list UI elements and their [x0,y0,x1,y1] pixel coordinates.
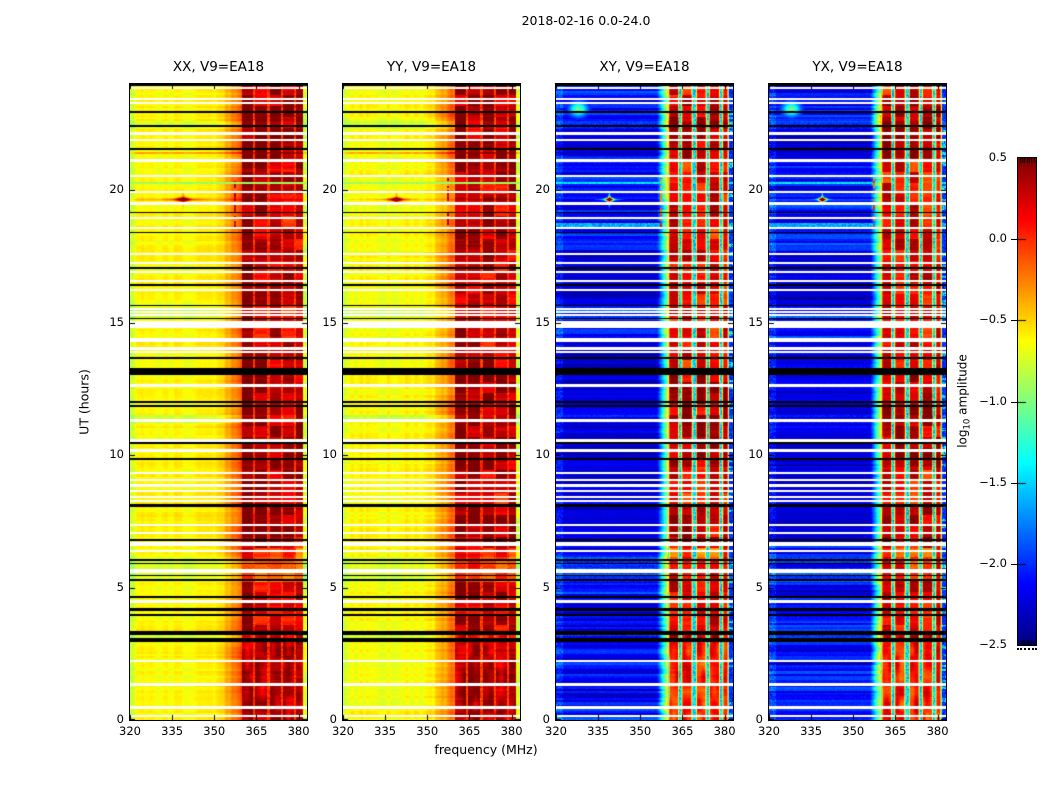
colorbar [1017,157,1037,646]
colorbar-tick-mark [1011,320,1017,321]
y-tick-label: 5 [116,579,124,594]
x-tick-label: 380 [713,724,736,738]
panel-title-xx: XX, V9=EA18 [172,59,265,75]
y-tick-label: 10 [535,447,550,461]
heatmap-panel-xx [129,83,308,721]
heatmap-canvas-yx [769,84,946,720]
colorbar-tick-label: −1.0 [979,393,1007,408]
y-tick-label: 10 [109,447,124,461]
colorbar-tick-label: 0.0 [988,231,1007,246]
x-tick-label: 350 [629,724,652,738]
x-tick-label: 380 [287,724,310,738]
y-tick-label: 5 [542,579,550,594]
x-tick-label: 380 [926,724,949,738]
colorbar-tick-label: 0.5 [988,150,1007,164]
y-tick-label: 20 [535,182,550,196]
colorbar-minor-ticks [1017,648,1037,650]
x-tick-label: 320 [545,724,567,738]
heatmap-canvas-yy [343,84,520,720]
x-tick-label: 365 [245,724,268,738]
x-tick-label: 335 [374,724,397,738]
x-tick-label: 350 [416,724,439,738]
panel-title-yy: YY, V9=EA18 [386,59,477,75]
y-tick-label: 20 [748,182,763,196]
x-tick-label: 350 [203,724,226,738]
x-axis-label: frequency (MHz) [434,742,538,757]
heatmap-canvas-xx [130,84,307,720]
colorbar-tick-mark [1011,564,1017,565]
colorbar-tick-label: −0.5 [979,312,1007,327]
colorbar-tick-mark [1011,483,1017,484]
y-tick-label: 0 [329,712,337,726]
x-tick-label: 320 [119,724,141,738]
x-tick-label: 320 [332,724,354,738]
y-tick-label: 0 [542,712,550,726]
y-tick-label: 15 [109,314,124,329]
colorbar-tick-label: −1.5 [979,474,1007,489]
y-tick-label: 10 [322,447,337,461]
x-tick-label: 335 [800,724,823,738]
y-tick-label: 10 [748,447,763,461]
x-tick-label: 365 [458,724,481,738]
heatmap-panel-xy [555,83,734,721]
y-tick-label: 15 [535,314,550,329]
colorbar-tick-label: −2.0 [979,555,1007,570]
y-tick-label: 20 [322,182,337,196]
panel-title-xy: XY, V9=EA18 [599,59,690,75]
y-tick-label: 0 [755,712,763,726]
heatmap-canvas-xy [556,84,733,720]
heatmap-panel-yy [342,83,521,721]
heatmap-panel-yx [768,83,947,721]
x-tick-label: 335 [587,724,610,738]
y-tick-label: 0 [116,712,124,726]
colorbar-tick-mark [1011,239,1017,240]
x-tick-label: 365 [671,724,694,738]
y-tick-label: 20 [109,182,124,196]
x-tick-label: 320 [758,724,780,738]
y-tick-label: 15 [322,314,337,329]
panel-title-yx: YX, V9=EA18 [812,59,903,75]
x-tick-label: 380 [500,724,523,738]
y-tick-label: 5 [755,579,763,594]
colorbar-canvas [1018,158,1036,645]
colorbar-tick-mark [1011,402,1017,403]
x-tick-label: 335 [161,724,184,738]
y-tick-label: 15 [748,314,763,329]
y-axis-label: UT (hours) [76,369,92,435]
y-tick-label: 5 [329,579,337,594]
figure-title: 2018-02-16 0.0-24.0 [521,13,651,28]
colorbar-label: log10 amplitude [955,354,973,448]
colorbar-tick-label: −2.5 [979,637,1007,651]
x-tick-label: 365 [884,724,907,738]
x-tick-label: 350 [842,724,865,738]
